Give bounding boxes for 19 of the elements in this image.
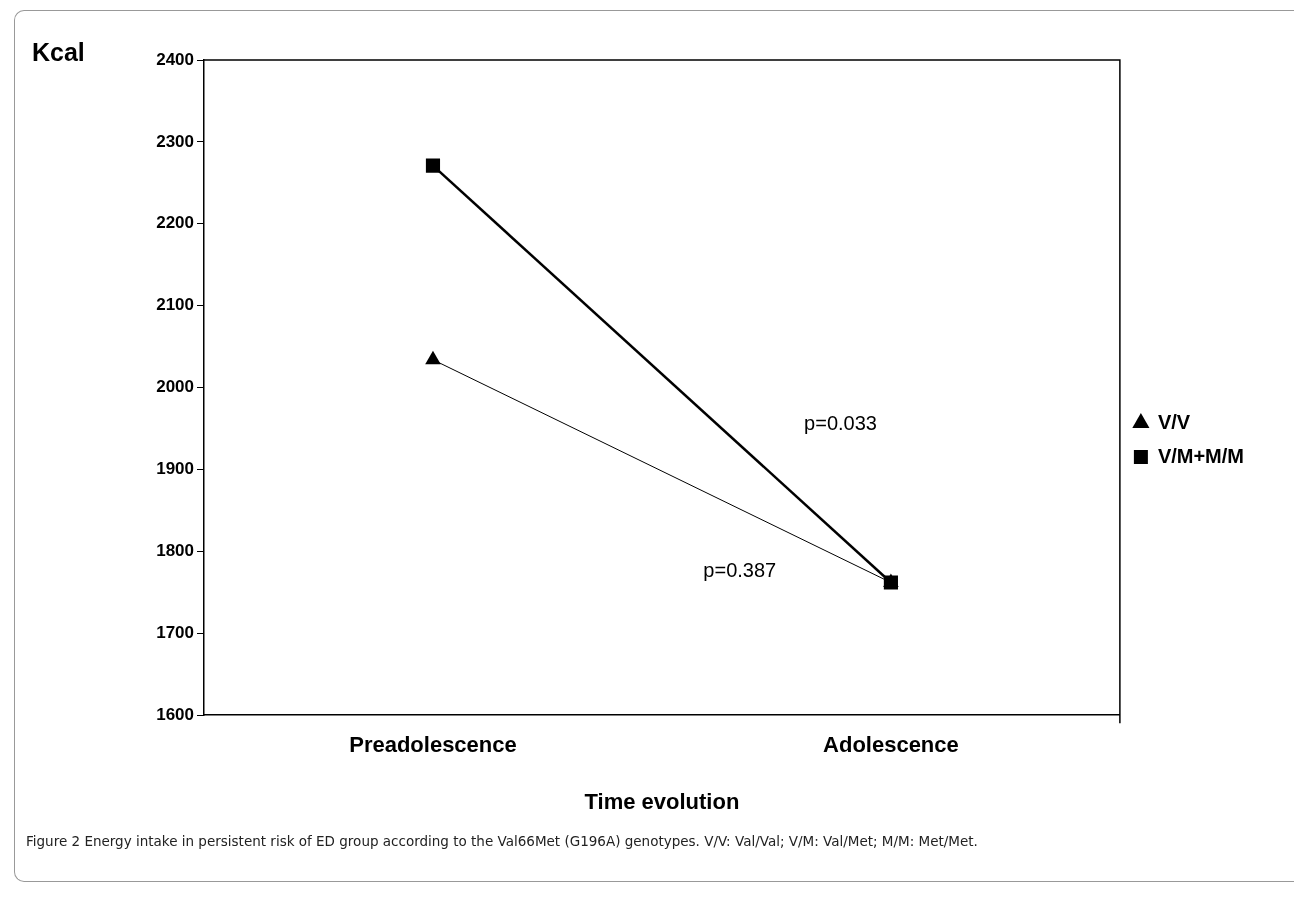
y-tick-label: 1800 — [156, 541, 194, 561]
y-tick-label: 1600 — [156, 704, 194, 724]
annotation: p=0.033 — [804, 412, 877, 435]
y-tick-label: 1700 — [156, 622, 194, 642]
point — [425, 158, 441, 173]
y-tick-label: 2200 — [156, 213, 194, 233]
y-tick-label: 2300 — [156, 131, 194, 151]
caption: Figure 2 Energy intake in persistent risk of ED group according to the Val66Met (G196A) genotypes. V/V: Val/Val; V/M: Val/Met; M/M: Met/Met. — [26, 833, 978, 849]
x-tick-label: Adolescence — [823, 732, 959, 758]
x-axis-title: Time evolution — [584, 788, 740, 814]
legend-label: V/V — [1157, 410, 1191, 433]
x-tick-label: Preadolescence — [349, 732, 517, 758]
y-tick-label: 2000 — [156, 377, 194, 397]
y-tick-label: 2400 — [156, 49, 194, 69]
annotation: p=0.387 — [703, 558, 777, 581]
y-tick-label: 2100 — [156, 295, 194, 315]
y-tick-label: 1900 — [156, 459, 194, 479]
y-axis-title: Kcal — [32, 37, 85, 66]
legend-label: V/M+M/M — [1157, 444, 1245, 467]
